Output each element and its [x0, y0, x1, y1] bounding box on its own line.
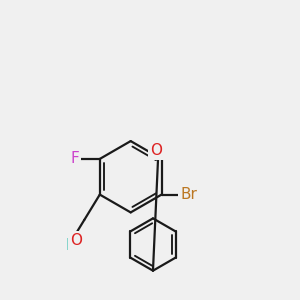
- Text: H: H: [66, 238, 77, 253]
- Text: O: O: [150, 142, 162, 158]
- Text: F: F: [70, 152, 79, 166]
- Text: O: O: [70, 233, 83, 248]
- Text: Br: Br: [180, 187, 197, 202]
